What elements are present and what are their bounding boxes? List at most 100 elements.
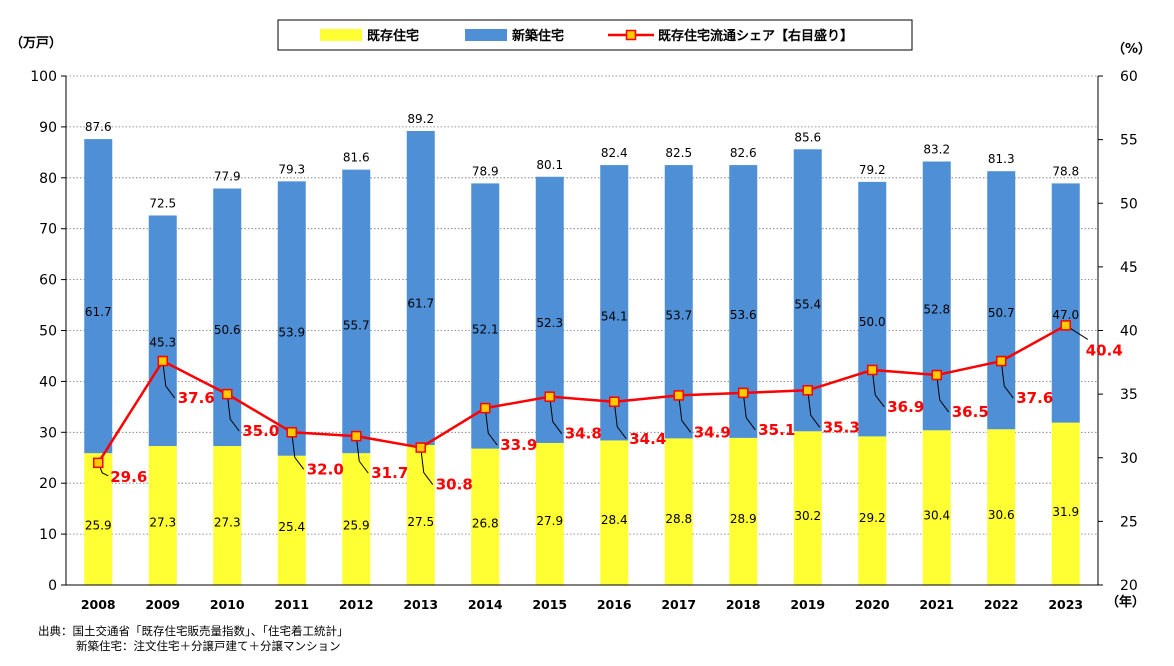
x-tick-label: 2013 xyxy=(403,597,438,612)
right-tick-label: 35 xyxy=(1120,387,1138,403)
share-label-leader xyxy=(678,395,692,433)
right-tick-label: 60 xyxy=(1120,69,1138,85)
bar-total-label: 81.6 xyxy=(343,151,370,165)
bar-label-new: 50.0 xyxy=(859,315,886,329)
bar-existing-housing xyxy=(987,429,1016,585)
left-tick-label: 80 xyxy=(39,171,57,187)
bar-new-housing xyxy=(600,165,629,441)
bar-existing-housing xyxy=(471,448,500,585)
share-value-label: 36.9 xyxy=(887,398,924,416)
share-point-marker xyxy=(480,402,491,414)
legend-label-share: 既存住宅流通シェア【右目盛り】 xyxy=(658,28,853,44)
share-point-marker xyxy=(286,427,297,438)
bar-new-housing xyxy=(213,188,242,447)
share-point-marker xyxy=(1060,320,1071,331)
legend-box xyxy=(277,19,913,51)
bar-new-housing xyxy=(277,181,306,456)
right-axis-unit: （%） xyxy=(1112,41,1151,57)
share-label-leader xyxy=(291,432,305,470)
legend-swatch-new xyxy=(465,29,507,41)
x-tick-label: 2008 xyxy=(81,597,116,612)
right-tick-label: 40 xyxy=(1120,324,1138,340)
bar-new-housing xyxy=(1051,183,1080,423)
x-tick-label: 2012 xyxy=(339,597,374,612)
share-value-label: 34.4 xyxy=(629,430,666,448)
bar-new-housing xyxy=(148,215,177,447)
share-point-marker xyxy=(738,387,749,399)
bar-label-existing: 30.2 xyxy=(794,509,821,523)
bar-existing-housing xyxy=(600,440,629,585)
bar-label-new: 54.1 xyxy=(601,310,628,324)
bar-new-housing xyxy=(535,176,564,443)
right-tick-label: 30 xyxy=(1120,451,1138,467)
share-value-label: 29.6 xyxy=(110,468,147,486)
share-label-leader xyxy=(484,408,498,446)
share-label-leader xyxy=(871,369,885,408)
bar-label-new: 55.7 xyxy=(343,319,370,333)
share-value-label: 31.7 xyxy=(371,464,408,482)
bar-label-new: 50.6 xyxy=(214,323,241,337)
bar-label-new: 47.0 xyxy=(1052,308,1079,322)
share-value-label: 32.0 xyxy=(307,460,344,478)
share-value-label: 37.6 xyxy=(1016,389,1053,407)
right-tick-label: 25 xyxy=(1120,514,1138,530)
share-value-label: 33.9 xyxy=(500,436,537,454)
share-point-marker xyxy=(351,430,362,442)
bar-label-existing: 25.9 xyxy=(343,519,370,533)
left-tick-label: 70 xyxy=(39,222,57,238)
x-tick-label: 2017 xyxy=(661,597,696,612)
share-label-leader xyxy=(936,374,950,413)
left-tick-label: 50 xyxy=(39,324,57,340)
source-note: 出典：国土交通省「既存住宅販売量指数」、「住宅着工統計」 xyxy=(38,624,349,638)
share-point-marker xyxy=(544,391,555,402)
share-value-label: 30.8 xyxy=(436,476,473,494)
bar-label-existing: 25.4 xyxy=(278,520,305,534)
bar-label-new: 61.7 xyxy=(407,297,434,311)
x-tick-label: 2011 xyxy=(274,597,309,612)
bar-label-existing: 26.8 xyxy=(472,517,499,531)
bar-total-label: 82.5 xyxy=(665,146,692,160)
bar-new-housing xyxy=(342,169,371,454)
bar-new-housing xyxy=(406,130,435,446)
bar-new-housing xyxy=(793,149,822,432)
bar-existing-housing xyxy=(277,455,306,585)
bar-new-housing xyxy=(987,171,1016,430)
source-note-definition: 新築住宅：注文住宅＋分譲戸建て＋分譲マンション xyxy=(76,639,341,653)
bar-label-new: 53.6 xyxy=(730,308,757,322)
left-tick-label: 90 xyxy=(39,120,57,136)
share-point-marker xyxy=(93,457,104,469)
share-label-leader xyxy=(807,390,821,428)
bar-existing-housing xyxy=(793,431,822,585)
housing-chart: 25.9 61.7 87.6 27.3 45.3 72.5 27.3 50.6 77.9 25.4… xyxy=(10,19,1151,612)
share-value-label: 34.9 xyxy=(694,423,731,441)
bar-new-housing xyxy=(922,161,951,431)
bar-new-housing xyxy=(858,181,887,437)
share-label-leader xyxy=(226,394,240,432)
left-tick-label: 20 xyxy=(39,476,57,492)
bar-total-label: 72.5 xyxy=(149,196,176,210)
bar-total-label: 81.3 xyxy=(988,152,1015,166)
bar-total-label: 82.6 xyxy=(730,146,757,160)
x-tick-label: 2019 xyxy=(790,597,825,612)
share-value-label: 40.4 xyxy=(1086,341,1123,359)
share-label-leader xyxy=(420,447,434,485)
bar-new-housing xyxy=(84,139,113,454)
share-value-label: 37.6 xyxy=(178,389,215,407)
bar-label-new: 61.7 xyxy=(85,305,112,319)
share-value-label: 35.0 xyxy=(242,422,279,440)
share-label-leader xyxy=(742,392,756,431)
x-tick-label: 2020 xyxy=(855,597,890,612)
share-label-leader xyxy=(549,396,563,434)
x-tick-label: 2023 xyxy=(1048,597,1083,612)
left-tick-label: 10 xyxy=(39,527,57,543)
bar-total-label: 83.2 xyxy=(923,143,950,157)
bar-label-existing: 27.3 xyxy=(149,515,176,529)
left-tick-label: 0 xyxy=(48,578,57,594)
bar-label-existing: 28.8 xyxy=(665,512,692,526)
bar-total-label: 78.8 xyxy=(1052,164,1079,178)
bar-label-new: 53.7 xyxy=(665,308,692,322)
bar-total-label: 79.2 xyxy=(859,163,886,177)
bar-label-new: 52.8 xyxy=(923,302,950,316)
left-tick-label: 100 xyxy=(30,69,57,85)
bar-total-label: 78.9 xyxy=(472,164,499,178)
